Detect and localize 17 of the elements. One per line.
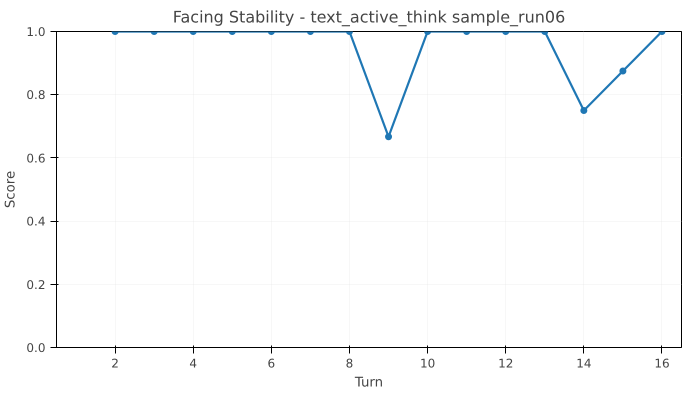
- y-tick-label: 0.4: [26, 214, 46, 229]
- x-tick-label: 16: [654, 356, 670, 370]
- y-tick-label: 0.6: [26, 151, 46, 166]
- x-tick-label: 10: [420, 356, 436, 370]
- x-tick-label: 4: [189, 356, 198, 370]
- x-tick-label: 6: [268, 356, 276, 370]
- y-tick-label: 0.2: [26, 278, 46, 292]
- x-tick-label: 12: [498, 356, 514, 370]
- y-axis-title: Score: [3, 170, 18, 208]
- y-tick-label: 1.0: [26, 25, 46, 39]
- x-tick-label: 14: [576, 356, 592, 370]
- chart-title: Facing Stability - text_active_think sample_run06: [172, 8, 566, 26]
- x-axis-title: Turn: [354, 376, 384, 390]
- y-tick-label: 0.8: [26, 88, 46, 102]
- x-tick-label: 2: [111, 356, 119, 370]
- x-tick-label: 8: [346, 356, 354, 370]
- y-tick-label: 0.0: [26, 341, 46, 355]
